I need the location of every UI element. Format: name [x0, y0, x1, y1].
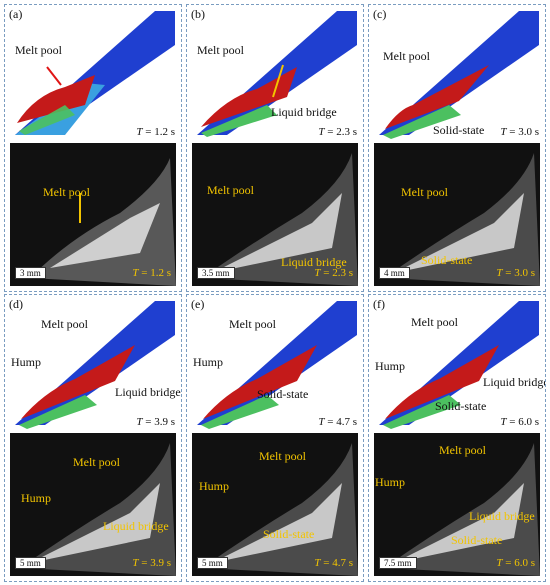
panel-f: (f) Melt pool Hump Liquid bridge Solid-s… [368, 294, 546, 582]
sim-label-melt-pool: Melt pool [383, 49, 430, 63]
sim-label-liquid-bridge: Liquid bridge [483, 375, 546, 389]
photo-label-melt-pool: Melt pool [401, 185, 448, 199]
simulation-image [197, 301, 357, 429]
sim-label-hump: Hump [375, 359, 405, 373]
scale-bar: 3.5 mm [197, 267, 235, 279]
photo-label-hump: Hump [375, 475, 405, 489]
sim-time: T = 1.2 s [136, 126, 175, 138]
panel-a: (a) Melt pool T = 1.2 s Melt pool 3 mm T… [4, 4, 182, 292]
photo-label-melt-pool: Melt pool [73, 455, 120, 469]
photo-image [374, 433, 540, 576]
sim-label-solid-state: Solid-state [257, 387, 309, 401]
photo-image [10, 433, 176, 576]
simulation-image [379, 11, 539, 139]
panel-label: (c) [373, 7, 387, 21]
panel-label: (f) [373, 297, 385, 311]
sim-time: T = 4.7 s [318, 416, 357, 428]
sim-label-solid-state: Solid-state [435, 399, 487, 413]
photo-label-liquid-bridge: Liquid bridge [103, 519, 169, 533]
scale-bar: 5 mm [15, 557, 46, 569]
photo-label-liquid-bridge: Liquid bridge [281, 255, 347, 269]
sim-label-solid-state: Solid-state [433, 123, 485, 137]
photo-label-melt-pool: Melt pool [439, 443, 486, 457]
sim-label-liquid-bridge: Liquid bridge [271, 105, 337, 119]
photo-label-melt-pool: Melt pool [43, 185, 90, 199]
photo-label-solid-state: Solid-state [263, 527, 315, 541]
photo-image [374, 143, 540, 286]
photo-time: T = 1.2 s [132, 267, 171, 279]
simulation-image [379, 301, 539, 429]
sim-label-hump: Hump [11, 355, 41, 369]
simulation-image [197, 11, 357, 137]
sim-label-melt-pool: Melt pool [411, 315, 458, 329]
scale-bar: 5 mm [197, 557, 228, 569]
scale-bar: 7.5 mm [379, 557, 417, 569]
photo-label-melt-pool: Melt pool [259, 449, 306, 463]
panel-label: (d) [9, 297, 23, 311]
sim-label-liquid-bridge: Liquid bridge [115, 385, 181, 399]
sim-label-melt-pool: Melt pool [197, 43, 244, 57]
photo-time: T = 2.3 s [314, 267, 353, 279]
panel-label: (a) [9, 7, 23, 21]
scale-bar: 3 mm [15, 267, 46, 279]
panel-b: (b) Melt pool Liquid bridge T = 2.3 s Me… [186, 4, 364, 292]
panel-e: (e) Melt pool Hump Solid-state T = 4.7 s… [186, 294, 364, 582]
photo-label-liquid-bridge: Liquid bridge [469, 509, 535, 523]
photo-time: T = 3.9 s [132, 557, 171, 569]
photo-label-solid-state: Solid-state [451, 533, 503, 547]
simulation-image [15, 301, 175, 429]
panel-label: (e) [191, 297, 205, 311]
photo-label-melt-pool: Melt pool [207, 183, 254, 197]
sim-time: T = 6.0 s [500, 416, 539, 428]
panel-d: (d) Melt pool Hump Liquid bridge T = 3.9… [4, 294, 182, 582]
sim-label-melt-pool: Melt pool [229, 317, 276, 331]
panel-label: (b) [191, 7, 205, 21]
photo-image [10, 143, 176, 286]
photo-time: T = 3.0 s [496, 267, 535, 279]
scale-bar: 4 mm [379, 267, 410, 279]
panel-c: (c) Melt pool Solid-state T = 3.0 s Melt… [368, 4, 546, 292]
photo-label-solid-state: Solid-state [421, 253, 473, 267]
photo-label-hump: Hump [21, 491, 51, 505]
simulation-image [15, 11, 175, 135]
photo-label-hump: Hump [199, 479, 229, 493]
sim-time: T = 3.9 s [136, 416, 175, 428]
sim-label-melt-pool: Melt pool [41, 317, 88, 331]
photo-time: T = 4.7 s [314, 557, 353, 569]
sim-label-melt-pool: Melt pool [15, 43, 62, 57]
sim-time: T = 2.3 s [318, 126, 357, 138]
sim-time: T = 3.0 s [500, 126, 539, 138]
photo-time: T = 6.0 s [496, 557, 535, 569]
sim-label-hump: Hump [193, 355, 223, 369]
photo-image [192, 433, 358, 576]
photo-image [192, 143, 358, 286]
